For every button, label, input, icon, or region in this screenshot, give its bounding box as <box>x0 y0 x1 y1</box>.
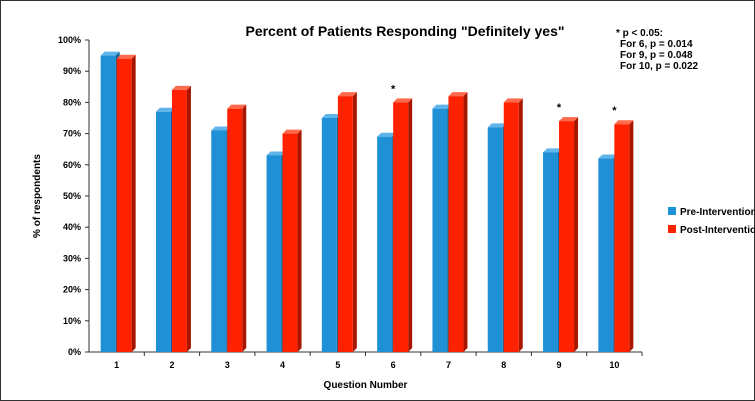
bar-post-intervention-8 <box>503 102 519 353</box>
bar-post-intervention-2 <box>171 89 187 353</box>
bar-top-pre <box>155 107 175 112</box>
significance-note-line: For 9, p = 0.048 <box>620 50 693 61</box>
bar-top-post <box>614 120 634 125</box>
bar-post-intervention-10 <box>614 124 630 353</box>
bar-top-pre <box>100 51 120 56</box>
x-axis-label: Question Number <box>324 380 408 391</box>
significance-marker: * <box>391 83 396 95</box>
bar-side-post <box>297 129 302 352</box>
legend-swatch-post <box>668 225 676 233</box>
bar-top-post <box>337 92 357 97</box>
bar-pre-intervention-10 <box>598 158 614 352</box>
x-tick-label: 1 <box>114 360 119 370</box>
significance-note-line: * p < 0.05: <box>616 28 663 39</box>
bar-side-post <box>463 92 468 352</box>
bar-top-pre <box>487 123 507 128</box>
bar-post-intervention-3 <box>227 108 243 352</box>
x-tick-label: 10 <box>609 360 619 370</box>
x-tick-label: 9 <box>557 360 562 370</box>
bar-top-post <box>503 98 523 103</box>
bar-top-pre <box>266 151 286 156</box>
bar-side-post <box>574 117 579 353</box>
bar-pre-intervention-7 <box>432 108 448 352</box>
x-tick-label: 5 <box>335 360 340 370</box>
bar-top-pre <box>377 132 397 137</box>
bar-post-intervention-4 <box>282 133 298 352</box>
bar-pre-intervention-4 <box>266 155 282 352</box>
chart-title: Percent of Patients Responding "Definite… <box>245 23 564 39</box>
bar-top-post <box>448 92 468 97</box>
bar-top-post <box>559 117 579 122</box>
y-tick-label: 50% <box>63 191 81 201</box>
bar-post-intervention-6 <box>393 102 409 353</box>
x-tick-label: 8 <box>501 360 506 370</box>
bar-pre-intervention-6 <box>377 136 393 352</box>
bar-post-intervention-9 <box>559 121 575 353</box>
y-tick-label: 80% <box>63 97 81 107</box>
bar-side-post <box>352 92 357 352</box>
bar-top-pre <box>543 148 563 153</box>
significance-note-line: For 10, p = 0.022 <box>620 61 699 72</box>
y-tick-label: 90% <box>63 66 81 76</box>
bar-pre-intervention-5 <box>321 118 337 352</box>
y-tick-label: 30% <box>63 253 81 263</box>
bar-pre-intervention-2 <box>155 111 171 352</box>
bar-post-intervention-1 <box>116 58 132 352</box>
y-tick-label: 20% <box>63 285 81 295</box>
y-tick-label: 10% <box>63 316 81 326</box>
x-tick-label: 6 <box>391 360 396 370</box>
bar-pre-intervention-3 <box>211 130 227 352</box>
bar-top-pre <box>321 114 341 118</box>
legend-swatch-pre <box>668 207 676 215</box>
bar-side-post <box>131 54 136 352</box>
bar-top-post <box>171 85 191 90</box>
legend-label-post: Post-Intervention <box>680 225 755 236</box>
bar-top-post <box>227 104 247 109</box>
y-tick-label: 40% <box>63 222 81 232</box>
bar-top-post <box>116 54 136 59</box>
bar-pre-intervention-1 <box>100 55 116 352</box>
bar-top-pre <box>432 104 452 109</box>
bar-top-post <box>393 98 413 103</box>
bar-top-pre <box>598 154 618 159</box>
bar-pre-intervention-9 <box>543 152 559 352</box>
x-tick-label: 7 <box>446 360 451 370</box>
y-axis-label: % of respondents <box>32 154 43 238</box>
significance-marker: * <box>612 105 617 117</box>
x-tick-label: 4 <box>280 360 285 370</box>
legend-label-pre: Pre-Intervention <box>680 207 755 218</box>
bar-top-pre <box>211 126 231 131</box>
y-tick-label: 60% <box>63 160 81 170</box>
bar-top-post <box>282 129 302 134</box>
significance-marker: * <box>557 102 562 114</box>
y-tick-label: 0% <box>68 347 81 357</box>
x-tick-label: 3 <box>225 360 230 370</box>
bar-side-post <box>629 120 634 353</box>
bar-side-post <box>518 98 523 353</box>
bar-post-intervention-5 <box>337 96 353 352</box>
significance-note-line: For 6, p = 0.014 <box>620 39 693 50</box>
bar-pre-intervention-8 <box>487 127 503 352</box>
x-tick-label: 2 <box>169 360 174 370</box>
bar-side-post <box>186 85 191 353</box>
y-tick-label: 100% <box>58 35 81 45</box>
y-tick-label: 70% <box>63 129 81 139</box>
bar-side-post <box>408 98 413 353</box>
bar-post-intervention-7 <box>448 96 464 352</box>
bar-side-post <box>242 104 247 352</box>
